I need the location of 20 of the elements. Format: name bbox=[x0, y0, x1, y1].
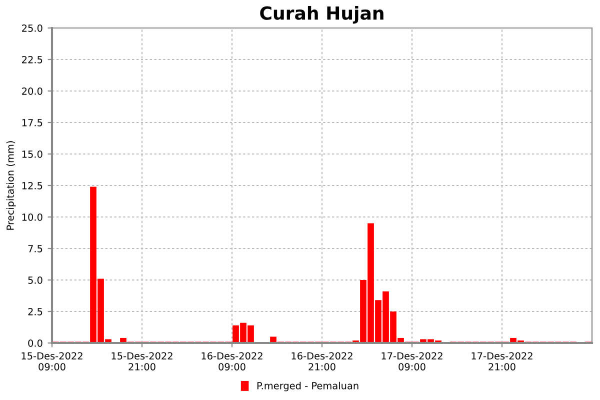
y-tick-label: 17.5 bbox=[22, 119, 42, 126]
y-tick-label: 22.5 bbox=[22, 56, 42, 64]
y-tick-label: 0.0 bbox=[28, 339, 42, 347]
y-tick-label: 10.0 bbox=[22, 213, 42, 221]
legend-label: P.merged - Pemaluan bbox=[257, 382, 358, 392]
y-axis-title: Precipitation (mm) bbox=[6, 141, 16, 230]
y-tick-label: 7.5 bbox=[28, 245, 42, 252]
y-tick-label: 20.0 bbox=[22, 87, 42, 95]
x-tick-label: 17-Des-2022 21:00 bbox=[472, 352, 532, 370]
x-tick-label: 17-Des-2022 09:00 bbox=[382, 352, 442, 370]
x-tick-label: 16-Des-2022 09:00 bbox=[202, 352, 262, 370]
x-tick-label: 15-Des-2022 21:00 bbox=[112, 352, 172, 370]
y-tick-label: 2.5 bbox=[28, 308, 42, 316]
y-tick-label: 12.5 bbox=[22, 182, 42, 190]
x-tick-label: 15-Des-2022 09:00 bbox=[22, 352, 82, 370]
y-tick-label: 15.0 bbox=[22, 150, 42, 158]
x-tick-label: 16-Des-2022 21:00 bbox=[292, 352, 352, 370]
y-tick-label: 25.0 bbox=[22, 24, 42, 32]
y-tick-label: 5.0 bbox=[28, 276, 42, 284]
chart-title: Curah Hujan bbox=[260, 6, 384, 24]
